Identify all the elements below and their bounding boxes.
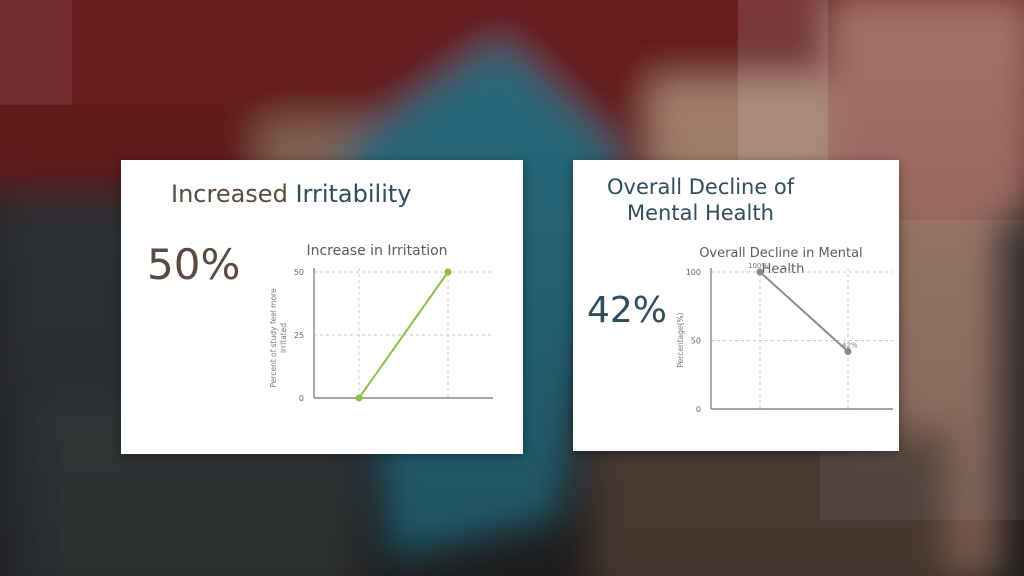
series-line [358, 271, 449, 399]
y-tick-label: 100 [686, 268, 701, 277]
card-title: Overall Decline of Mental Health [607, 174, 794, 226]
data-point [844, 347, 852, 355]
data-label: 100% [748, 262, 768, 270]
title-line-2: Mental Health [627, 201, 774, 225]
data-point [756, 268, 764, 276]
data-point [355, 394, 363, 402]
y-tick-label: 50 [294, 268, 304, 277]
chart-title-line-1: Overall Decline in Mental [699, 246, 862, 261]
y-tick-label: 0 [299, 394, 304, 403]
y-axis-label: Percent of study feel moreirritated [269, 288, 288, 388]
y-axis-label: Percentage(%) [676, 312, 685, 367]
chart-title: Overall Decline in Mental Health [699, 246, 867, 277]
series-line [759, 271, 849, 353]
stat-value: 42% [587, 290, 668, 331]
card-title: Increased Irritability [171, 180, 411, 208]
title-line-1: Overall Decline of [607, 175, 795, 199]
mental-health-card: Overall Decline of Mental Health 42% Ove… [573, 160, 899, 451]
irritability-card: Increased Irritability 50% Increase in I… [121, 160, 523, 454]
y-tick-label: 50 [691, 337, 701, 346]
title-part-2: Irritability [295, 180, 412, 208]
chart-title: Increase in Irritation [306, 243, 447, 259]
y-tick-label: 25 [294, 331, 304, 340]
chart-title-line-2: Health [762, 262, 805, 277]
irritation-line-chart: Increase in Irritation 0 25 50 Percent of … [269, 243, 493, 403]
y-tick-label: 0 [696, 405, 701, 414]
mental-health-line-chart: Overall Decline in Mental Health 0 50 100 1… [676, 246, 893, 414]
data-point [444, 268, 452, 276]
data-label: 42% [842, 341, 858, 349]
title-part-1: Increased [171, 180, 288, 208]
stat-value: 50% [147, 240, 241, 289]
